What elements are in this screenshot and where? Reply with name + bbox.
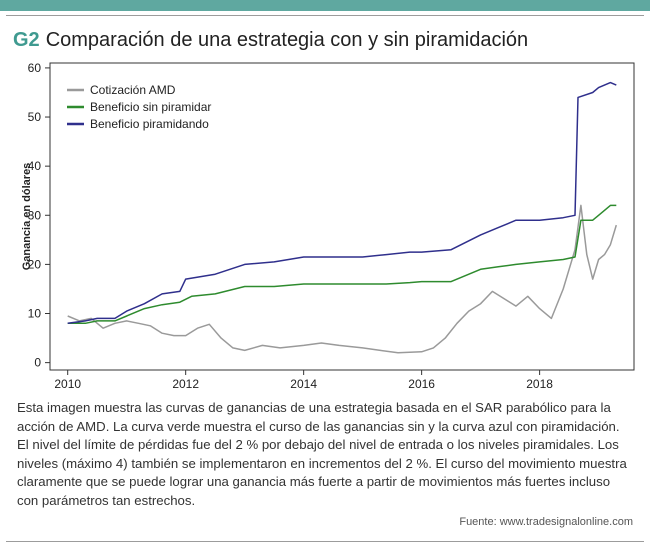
header-divider [6,15,644,16]
source-credit: Fuente: www.tradesignalonline.com [459,516,633,528]
header-accent-bar [0,0,650,11]
y-tick-label: 50 [28,110,42,124]
x-tick-label: 2014 [290,377,317,391]
x-tick-label: 2018 [526,377,553,391]
figure-title: G2 Comparación de una estrategia con y si… [13,28,528,52]
x-tick-label: 2010 [54,377,81,391]
y-tick-label: 10 [28,307,42,321]
figure-title-text: Comparación de una estrategia con y sin … [45,29,529,51]
y-tick-label: 60 [28,61,42,75]
y-tick-label: 40 [28,159,42,173]
x-tick-label: 2012 [172,377,199,391]
plot-frame [49,62,635,371]
figure-code: G2 [13,29,40,51]
y-tick-label: 0 [34,356,41,370]
series-line-2 [67,204,617,325]
series-line-1 [67,204,618,354]
legend-label: Cotización AMD [90,83,176,97]
legend-label: Beneficio piramidando [90,117,209,131]
x-tick-label: 2016 [408,377,435,391]
y-tick-label: 30 [28,208,42,222]
equity-curve-chart: 0 10 20 30 40 50 60 2010 2012 2014 2016 2018 Gananci… [21,61,635,391]
y-tick-label: 20 [28,257,42,271]
legend-label: Beneficio sin piramidar [90,100,211,114]
figure-caption: Esta imagen muestra las curvas de gananc… [17,400,627,508]
y-axis-label: Ganancia en dólares [21,163,33,271]
series-line-3 [67,81,617,325]
footer-divider [6,541,644,542]
